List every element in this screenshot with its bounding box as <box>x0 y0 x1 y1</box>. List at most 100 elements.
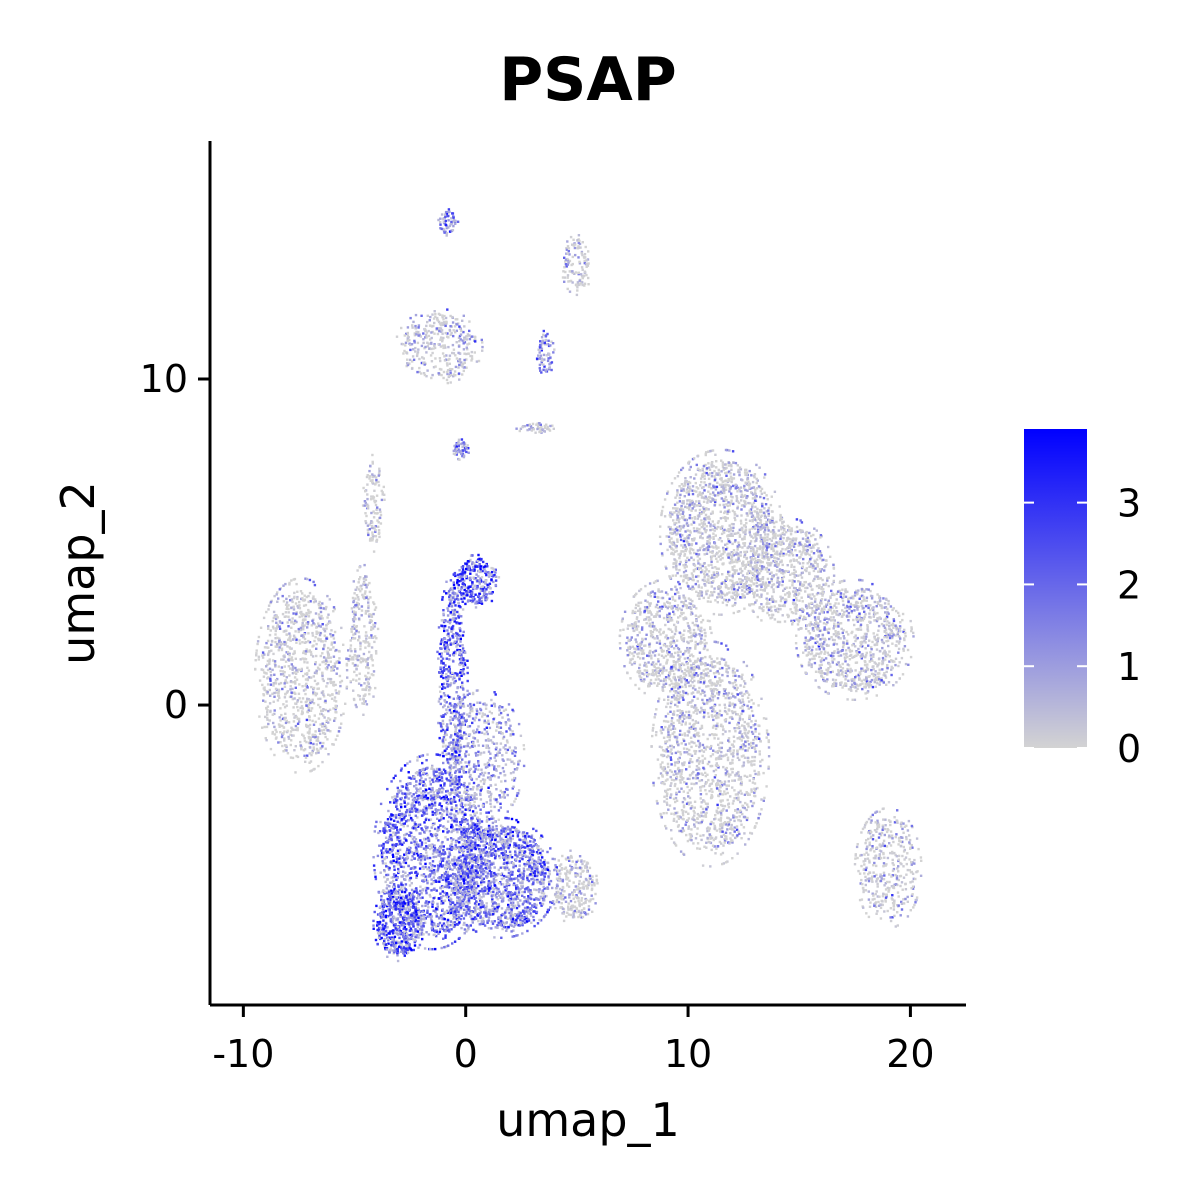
point <box>454 604 457 607</box>
point <box>468 853 472 856</box>
point <box>455 592 458 595</box>
point <box>461 644 464 647</box>
point <box>447 877 450 881</box>
point <box>441 924 444 927</box>
point <box>393 819 396 822</box>
point <box>504 744 507 747</box>
point <box>398 904 401 907</box>
point <box>485 864 489 867</box>
point <box>453 571 457 575</box>
point <box>472 765 476 768</box>
point <box>392 929 395 932</box>
point <box>388 936 391 939</box>
point <box>422 808 425 812</box>
point <box>517 910 521 914</box>
point <box>405 839 408 842</box>
point <box>379 926 382 929</box>
point <box>497 887 500 891</box>
point <box>511 873 514 876</box>
point <box>467 876 470 879</box>
point <box>413 809 416 812</box>
point <box>396 838 399 841</box>
point <box>462 667 465 671</box>
point <box>469 915 472 918</box>
point <box>434 925 437 928</box>
point <box>464 870 467 873</box>
point <box>491 574 495 577</box>
point <box>401 856 405 859</box>
point <box>526 929 529 933</box>
point <box>491 908 494 911</box>
point <box>538 880 542 884</box>
point <box>509 916 512 920</box>
point <box>459 901 463 904</box>
point <box>396 954 399 957</box>
point <box>458 573 462 576</box>
point <box>516 833 520 836</box>
point <box>479 908 482 911</box>
point <box>479 899 482 902</box>
point <box>473 881 476 885</box>
point <box>448 793 452 796</box>
point <box>421 904 424 908</box>
point <box>476 560 479 563</box>
point <box>515 877 518 880</box>
point <box>442 662 445 665</box>
point <box>401 895 404 898</box>
point <box>438 796 442 799</box>
point <box>469 702 472 706</box>
point <box>431 794 435 797</box>
point <box>593 884 596 887</box>
point <box>465 750 468 753</box>
point <box>454 915 457 919</box>
point <box>517 893 521 896</box>
point <box>460 812 464 815</box>
point <box>479 830 482 834</box>
point <box>413 836 416 839</box>
point <box>492 702 496 705</box>
point <box>515 920 518 924</box>
point <box>493 805 496 809</box>
point <box>409 850 412 854</box>
point <box>507 890 510 894</box>
point <box>440 902 443 905</box>
point <box>443 885 447 889</box>
point <box>488 860 491 863</box>
point <box>423 947 427 950</box>
point <box>499 711 503 715</box>
point <box>452 921 455 924</box>
point <box>399 769 403 772</box>
point <box>487 836 490 839</box>
point <box>414 902 418 905</box>
point <box>498 705 502 708</box>
point <box>497 868 500 872</box>
point <box>408 946 411 950</box>
point <box>456 579 459 582</box>
point <box>502 709 506 712</box>
point <box>398 840 401 843</box>
point <box>395 927 398 930</box>
point <box>555 895 558 899</box>
point <box>463 597 466 600</box>
point <box>510 879 513 882</box>
point <box>452 891 455 895</box>
point <box>447 590 451 593</box>
point <box>461 684 464 687</box>
point <box>386 955 389 958</box>
point <box>408 810 412 813</box>
point <box>397 904 400 907</box>
point <box>393 815 396 818</box>
point <box>463 588 466 592</box>
point <box>526 841 529 844</box>
point <box>459 895 462 899</box>
point <box>382 842 385 846</box>
point <box>510 760 513 764</box>
point <box>403 949 407 952</box>
point <box>460 765 464 769</box>
point <box>515 844 518 847</box>
point <box>453 675 456 678</box>
point <box>435 930 438 934</box>
point <box>451 876 455 880</box>
point <box>539 836 542 840</box>
point <box>465 912 468 915</box>
